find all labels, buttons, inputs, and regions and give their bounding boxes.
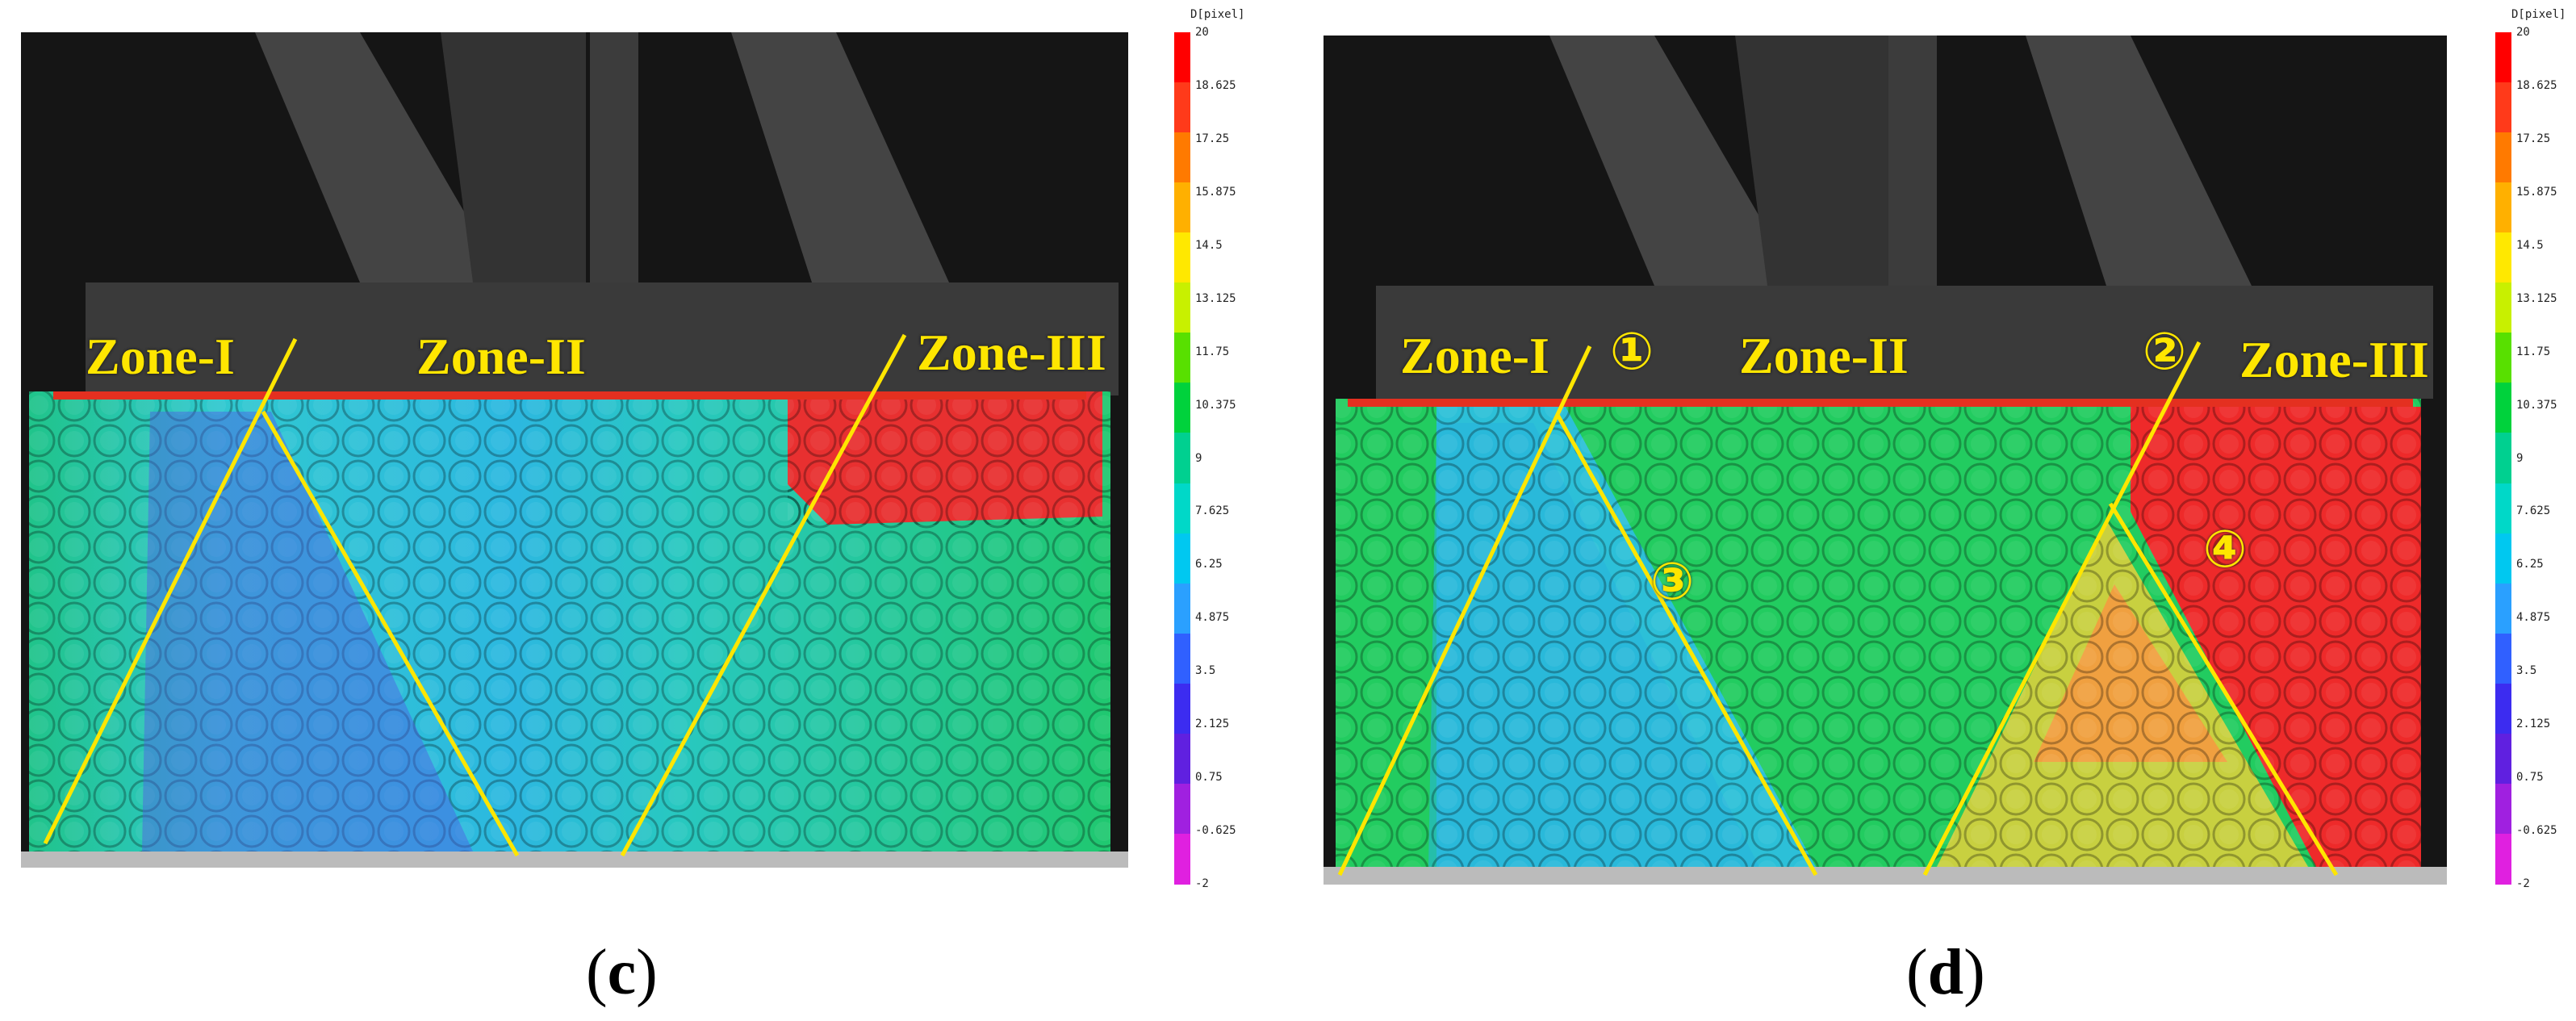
colorbar-segment bbox=[1174, 733, 1190, 785]
colorbar-segment bbox=[2495, 433, 2511, 484]
panel-caption-d: (d) bbox=[1906, 937, 1985, 1008]
colorbar-segment bbox=[1174, 783, 1190, 835]
colorbar-tick-label: 14.5 bbox=[2516, 238, 2544, 252]
dic-displacement-field-c: Zone-I Zone-II Zone-III bbox=[21, 32, 1128, 868]
colorbar-segment bbox=[2495, 182, 2511, 234]
colorbar-tick-label: 11.75 bbox=[2516, 345, 2551, 358]
colorbar-gradient bbox=[2495, 32, 2511, 885]
colorbar-tick-label: 18.625 bbox=[1195, 78, 1236, 92]
colorbar-tick-label: 7.625 bbox=[2516, 504, 2551, 518]
colorbar-segment bbox=[2495, 633, 2511, 684]
zone-2-label: Zone-II bbox=[416, 328, 586, 385]
colorbar-segment bbox=[2495, 833, 2511, 885]
colorbar-segment bbox=[1174, 32, 1190, 84]
colorbar-segment bbox=[1174, 232, 1190, 284]
colorbar-segment bbox=[2495, 733, 2511, 785]
zone-1-label: Zone-I bbox=[1400, 327, 1549, 384]
colorbar-tick-label: 13.125 bbox=[1195, 291, 1236, 305]
colorbar-segment bbox=[2495, 232, 2511, 284]
colorbar-tick-label: 6.25 bbox=[1195, 558, 1223, 571]
colorbar-segment bbox=[1174, 833, 1190, 885]
colorbar-tick-label: 13.125 bbox=[2516, 291, 2557, 305]
marker-4: ④ bbox=[2203, 520, 2248, 580]
colorbar-tick-label: 20 bbox=[1195, 26, 1209, 39]
field-image-c bbox=[21, 32, 1128, 868]
colorbar-tick-label: 4.875 bbox=[1195, 611, 1230, 625]
panel-caption-c: (c) bbox=[586, 937, 658, 1008]
marker-3: ③ bbox=[1650, 552, 1695, 612]
colorbar-segment bbox=[1174, 282, 1190, 334]
colorbar-tick-label: 17.25 bbox=[1195, 132, 1230, 145]
colorbar-tick-label: 15.875 bbox=[2516, 185, 2557, 199]
colorbar-tick-label: 2.125 bbox=[2516, 718, 2551, 731]
colorbar-title: D[pixel] bbox=[2511, 8, 2566, 21]
zone-3-label: Zone-III bbox=[917, 324, 1106, 381]
colorbar-tick-label: 2.125 bbox=[1195, 718, 1230, 731]
field-image-d bbox=[1324, 36, 2447, 885]
colorbar-tick-label: 10.375 bbox=[2516, 398, 2557, 412]
colorbar-tick-label: 4.875 bbox=[2516, 611, 2551, 625]
colorbar-tick-label: 15.875 bbox=[1195, 185, 1236, 199]
colorbar-tick-label: 3.5 bbox=[1195, 664, 1216, 678]
colorbar-segment bbox=[1174, 583, 1190, 634]
colorbar-segment bbox=[1174, 383, 1190, 434]
colorbar-segment bbox=[1174, 333, 1190, 384]
marker-1: ① bbox=[1610, 322, 1654, 382]
colorbar-segment bbox=[1174, 483, 1190, 534]
colorbar-segment bbox=[2495, 383, 2511, 434]
dic-displacement-field-d: Zone-I Zone-II Zone-III ① ② ③ ④ bbox=[1324, 36, 2447, 885]
colorbar-segment bbox=[1174, 182, 1190, 234]
colorbar-segment bbox=[2495, 132, 2511, 184]
colorbar-tick-label: 9 bbox=[1195, 451, 1202, 465]
colorbar-tick-label: 10.375 bbox=[1195, 398, 1236, 412]
colorbar-tick-label: 18.625 bbox=[2516, 78, 2557, 92]
colorbar-segment bbox=[1174, 433, 1190, 484]
marker-2: ② bbox=[2143, 322, 2187, 382]
colorbar-segment bbox=[1174, 132, 1190, 184]
colorbar-tick-label: 14.5 bbox=[1195, 238, 1223, 252]
colorbar-segment bbox=[2495, 282, 2511, 334]
colorbar-segment bbox=[2495, 533, 2511, 584]
zone-1-label: Zone-I bbox=[86, 328, 235, 385]
colorbar-tick-label: -0.625 bbox=[1195, 824, 1236, 838]
zone-3-label: Zone-III bbox=[2239, 331, 2429, 388]
colorbar-tick-label: -2 bbox=[1195, 877, 1209, 890]
colorbar-tick-label: 20 bbox=[2516, 26, 2530, 39]
colorbar-segment bbox=[2495, 683, 2511, 734]
colorbar-gradient bbox=[1174, 32, 1190, 885]
colorbar-tick-label: 0.75 bbox=[2516, 771, 2544, 785]
colorbar-tick-label: 3.5 bbox=[2516, 664, 2537, 678]
colorbar-tick-label: 11.75 bbox=[1195, 345, 1230, 358]
colorbar-segment bbox=[1174, 82, 1190, 134]
colorbar-segment bbox=[1174, 683, 1190, 734]
colorbar-tick-label: -0.625 bbox=[2516, 824, 2557, 838]
colorbar-tick-label: 7.625 bbox=[1195, 504, 1230, 518]
colorbar-tick-label: 9 bbox=[2516, 451, 2524, 465]
colorbar-segment bbox=[2495, 333, 2511, 384]
colorbar-segment bbox=[2495, 583, 2511, 634]
colorbar-title: D[pixel] bbox=[1190, 8, 1245, 21]
colorbar-segment bbox=[2495, 783, 2511, 835]
colorbar-tick-label: 0.75 bbox=[1195, 771, 1223, 785]
zone-2-label: Zone-II bbox=[1739, 327, 1909, 384]
colorbar-segment bbox=[2495, 82, 2511, 134]
colorbar-tick-label: 17.25 bbox=[2516, 132, 2551, 145]
colorbar-tick-label: 6.25 bbox=[2516, 558, 2544, 571]
colorbar-segment bbox=[2495, 483, 2511, 534]
colorbar-segment bbox=[1174, 533, 1190, 584]
colorbar-segment bbox=[1174, 633, 1190, 684]
colorbar-segment bbox=[2495, 32, 2511, 84]
colorbar-tick-label: -2 bbox=[2516, 877, 2530, 890]
